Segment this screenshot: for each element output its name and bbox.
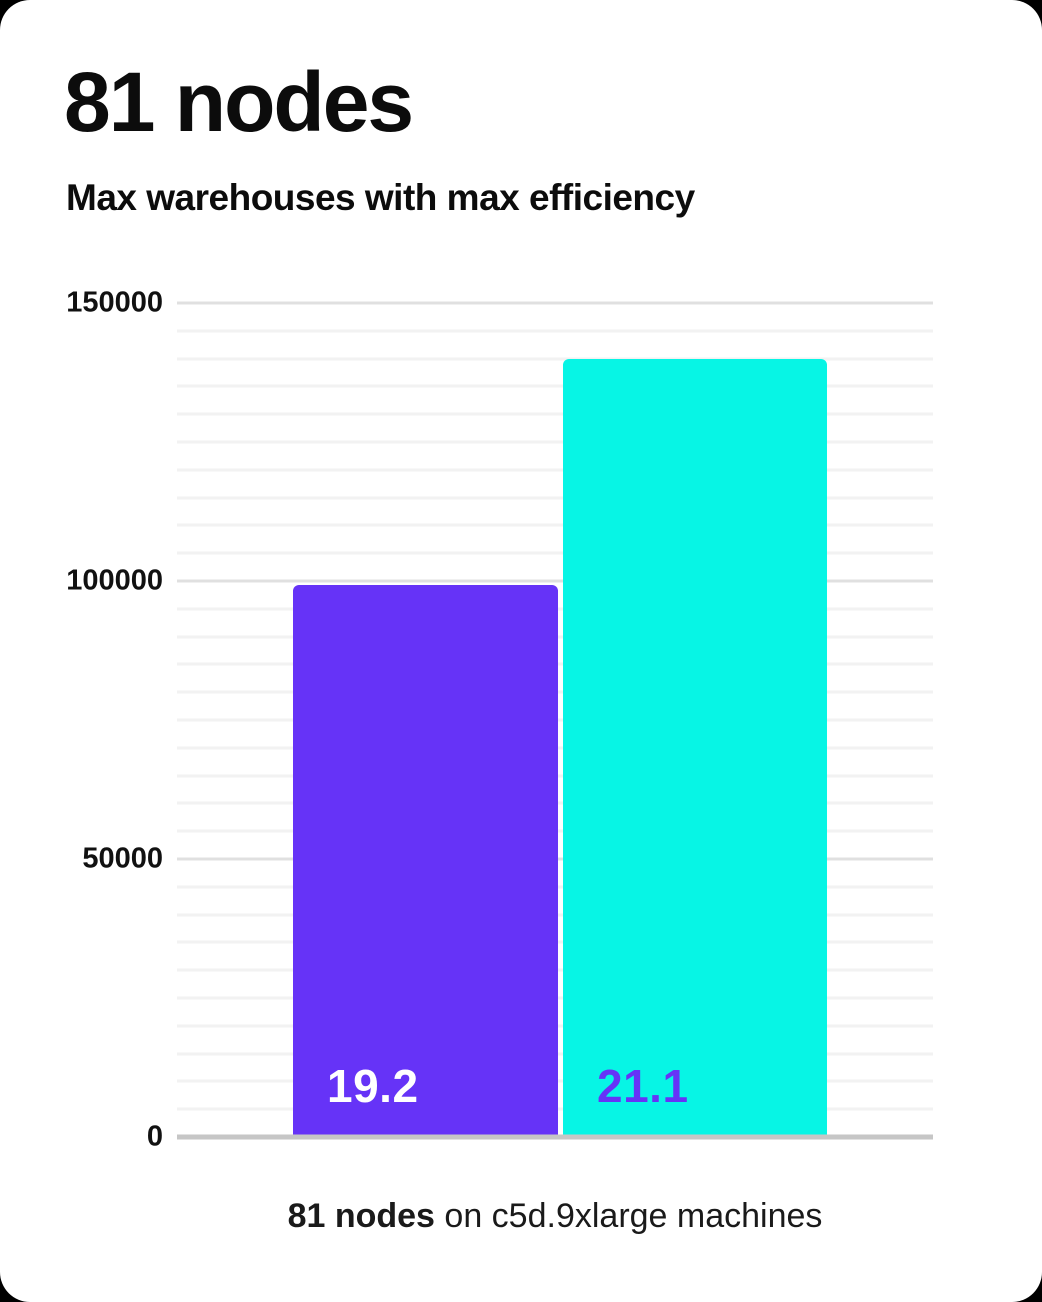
gridline-minor xyxy=(177,384,933,388)
x-axis-baseline xyxy=(177,1134,933,1140)
caption-text: on c5d.9xlarge machines xyxy=(434,1197,823,1235)
y-tick-label: 50000 xyxy=(82,842,163,875)
gridline-minor xyxy=(177,357,933,361)
gridline-minor xyxy=(177,412,933,416)
bar-label: 21.1 xyxy=(597,1060,689,1112)
y-tick-label: 0 xyxy=(146,1120,163,1153)
gridline-minor xyxy=(177,551,933,555)
gridline-major xyxy=(177,579,933,583)
y-tick-label: 150000 xyxy=(66,286,163,319)
gridline-minor xyxy=(177,496,933,500)
gridline-minor xyxy=(177,468,933,472)
y-tick-label: 100000 xyxy=(66,564,163,597)
bar-label: 19.2 xyxy=(327,1060,419,1112)
bar-21.1: 21.1 xyxy=(563,358,827,1137)
caption-highlight: 81 nodes xyxy=(287,1197,435,1235)
chart-caption: 81 nodes on c5d.9xlarge machines xyxy=(177,1196,933,1237)
gridline-minor xyxy=(177,440,933,444)
chart-title: 81 nodes xyxy=(64,55,414,149)
plot-area: 19.2 21.1 xyxy=(177,301,933,1140)
bar-19.2: 19.2 xyxy=(293,584,558,1137)
gridline-minor xyxy=(177,523,933,527)
gridline-minor xyxy=(177,329,933,333)
chart-subtitle: Max warehouses with max efficiency xyxy=(66,177,695,218)
y-axis: 0 50000 100000 150000 xyxy=(40,287,163,1153)
gridline-major xyxy=(177,301,933,305)
